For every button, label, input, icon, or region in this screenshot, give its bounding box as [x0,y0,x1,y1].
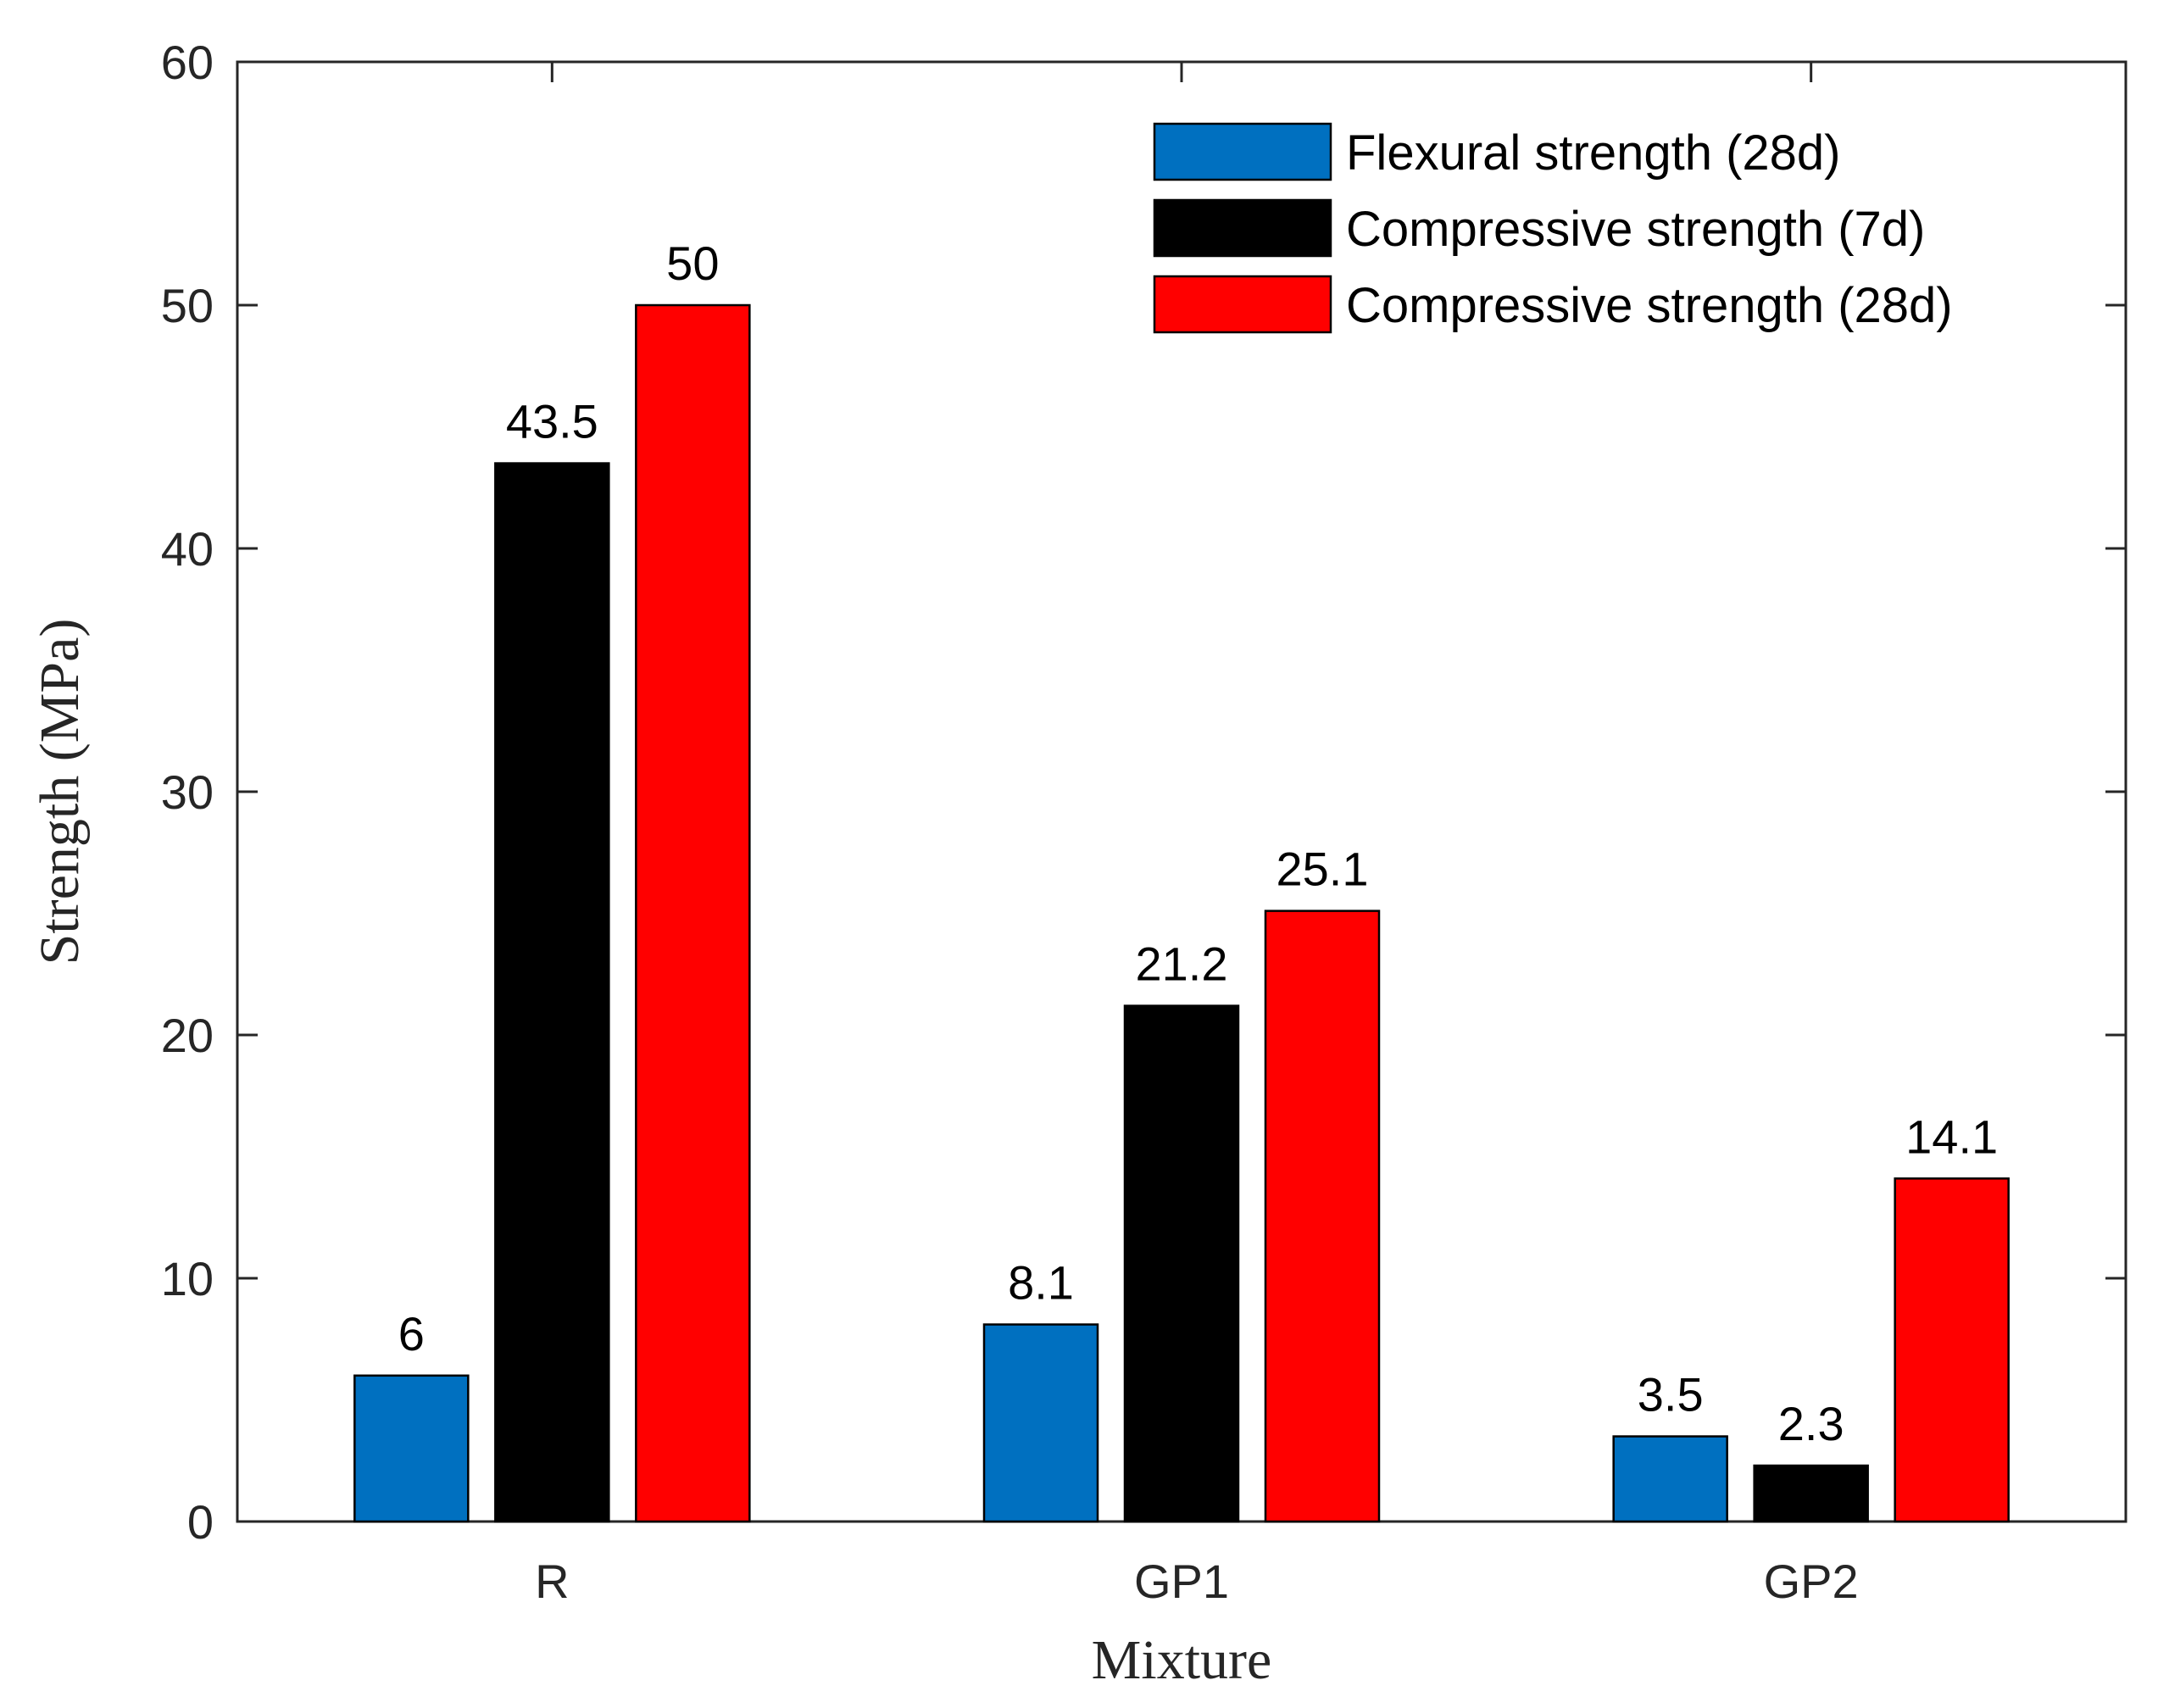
y-tick-label: 50 [161,279,214,332]
legend-label: Compressive strength (7d) [1346,202,1925,257]
bar [494,462,610,1523]
y-tick-label: 10 [161,1252,214,1305]
y-tick-label: 60 [161,36,214,89]
y-tick-label: 30 [161,765,214,819]
legend-swatch [1153,275,1332,334]
bar-value-label: 2.3 [1778,1397,1844,1450]
bar-value-label: 21.2 [1136,937,1228,991]
legend-swatch [1153,122,1332,181]
x-tick-label: R [535,1555,569,1608]
bar [635,303,751,1523]
bar-value-label: 3.5 [1638,1368,1704,1421]
legend-label: Compressive strength (28d) [1346,278,1953,333]
legend-label: Flexural strength (28d) [1346,125,1840,181]
y-tick-label: 0 [187,1495,214,1549]
bar [1264,910,1381,1523]
x-axis-title: Mixture [1092,1629,1272,1691]
bar [982,1323,1099,1523]
x-tick-label: GP2 [1764,1555,1859,1608]
bar-value-label: 6 [398,1307,425,1360]
data-labels: 6 43.5 50 8.1 21.2 25.1 3.5 2.3 14.1 [398,236,1998,1450]
bar [1123,1004,1240,1523]
bar-value-label: 8.1 [1008,1256,1074,1310]
axes: 0 10 20 30 40 50 60 R GP1 GP2 [161,36,2127,1608]
y-tick-label: 20 [161,1009,214,1062]
legend-swatch [1153,198,1332,258]
bar [353,1374,470,1523]
legend: Flexural strength (28d) Compressive stren… [1153,122,1953,334]
y-tick-label: 40 [161,522,214,576]
bar-value-label: 43.5 [506,395,598,448]
bar-value-label: 25.1 [1276,843,1369,896]
bar-value-label: 50 [666,236,719,290]
bar [1894,1177,2010,1523]
bar [1612,1435,1728,1523]
bar-value-label: 14.1 [1905,1110,1998,1163]
bars [353,303,2010,1523]
y-axis-title: Strength (MPa) [29,619,91,965]
bar [1753,1464,1869,1523]
x-tick-label: GP1 [1134,1555,1229,1608]
